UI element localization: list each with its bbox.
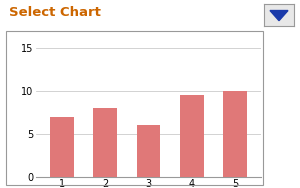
Polygon shape: [270, 11, 288, 21]
Bar: [223, 91, 247, 177]
Text: Select Chart: Select Chart: [9, 6, 101, 19]
Bar: [180, 95, 204, 177]
Bar: [136, 125, 160, 177]
Bar: [50, 117, 74, 177]
Bar: [93, 108, 117, 177]
